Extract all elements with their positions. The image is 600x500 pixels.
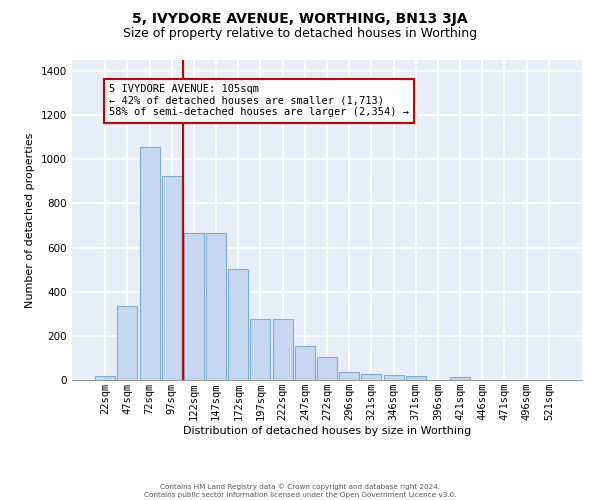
Bar (140, 147, 160, 380)
Bar (295, 346, 315, 380)
Bar (383, 375, 404, 380)
Text: 5 IVYDORE AVENUE: 105sqm
← 42% of detached houses are smaller (1,713)
58% of sem: 5 IVYDORE AVENUE: 105sqm ← 42% of detach… (109, 84, 409, 117)
Text: Size of property relative to detached houses in Worthing: Size of property relative to detached ho… (123, 28, 477, 40)
Bar (361, 374, 382, 380)
Bar (118, 306, 137, 380)
Bar (162, 176, 182, 380)
Bar (95, 376, 115, 380)
Bar (406, 376, 426, 380)
X-axis label: Distribution of detached houses by size in Worthing: Distribution of detached houses by size … (183, 426, 471, 436)
Text: Contains HM Land Registry data © Crown copyright and database right 2024.
Contai: Contains HM Land Registry data © Crown c… (144, 484, 456, 498)
Text: 5, IVYDORE AVENUE, WORTHING, BN13 3JA: 5, IVYDORE AVENUE, WORTHING, BN13 3JA (132, 12, 468, 26)
Y-axis label: Number of detached properties: Number of detached properties (25, 132, 35, 308)
Bar (272, 319, 293, 380)
Bar (450, 378, 470, 380)
Bar (228, 269, 248, 380)
Bar (339, 372, 359, 380)
Bar (206, 233, 226, 380)
Bar (250, 319, 271, 380)
Bar (317, 358, 337, 380)
Bar (184, 233, 204, 380)
